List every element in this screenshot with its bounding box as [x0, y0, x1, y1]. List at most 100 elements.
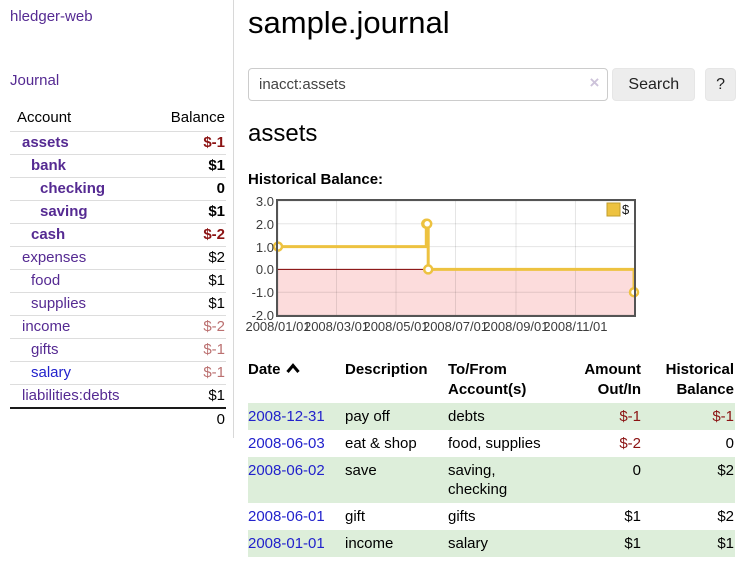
nav-journal-link[interactable]: Journal	[10, 72, 60, 89]
register-table: Date Description To/From Account(s) Amount …	[248, 357, 735, 557]
register-col-label: Description	[345, 361, 428, 378]
y-axis-label: 3.0	[255, 194, 274, 209]
account-row: assets $-1	[10, 131, 226, 155]
legend-label: $	[622, 202, 630, 217]
account-link-liabilities-debts[interactable]: liabilities:debts	[22, 387, 120, 404]
brand-link[interactable]: hledger-web	[10, 8, 93, 25]
register-col-label: Historical Balance	[665, 361, 734, 398]
transaction-amount: $-1	[619, 408, 641, 425]
transaction-accounts: salary	[448, 535, 489, 552]
transaction-balance: 0	[725, 435, 734, 452]
page-title: sample.journal	[248, 5, 450, 40]
account-balance: $1	[147, 154, 226, 178]
chart-title: Historical Balance:	[248, 171, 384, 188]
transaction-balance: $1	[717, 535, 734, 552]
account-row: gifts $-1	[10, 338, 226, 362]
transaction-description: pay off	[345, 408, 390, 425]
transaction-row: 2008-06-03 eat & shop food, supplies $-2 0	[248, 430, 735, 457]
account-balance: $1	[147, 200, 226, 224]
x-axis-label: 2008/07/01	[422, 319, 489, 334]
account-balance: $-1	[147, 338, 226, 362]
transaction-date-link[interactable]: 2008-06-01	[248, 508, 325, 525]
register-col-amount-out-in: Amount Out/In	[556, 357, 642, 403]
account-row: cash $-2	[10, 223, 226, 247]
register-col-historical-balance: Historical Balance	[642, 357, 735, 403]
account-link-saving[interactable]: saving	[40, 203, 88, 220]
transaction-accounts: debts	[448, 408, 485, 425]
account-link-salary[interactable]: salary	[31, 364, 72, 381]
register-col-description: Description	[345, 357, 448, 403]
plot-border	[276, 199, 636, 317]
account-link-income[interactable]: income	[22, 318, 71, 335]
account-link-cash[interactable]: cash	[31, 226, 66, 243]
clear-search-icon[interactable]: ×	[589, 73, 600, 92]
x-axis-label: 2008/01/01	[245, 319, 311, 334]
negative-region	[278, 269, 634, 315]
help-button[interactable]: ?	[705, 68, 736, 101]
account-row: saving $1	[10, 200, 226, 224]
search-input[interactable]	[248, 68, 609, 101]
account-balance: $1	[147, 384, 226, 408]
account-link-supplies[interactable]: supplies	[31, 295, 87, 312]
sidebar-divider	[233, 0, 234, 438]
main-content: sample.journal × Search ? assets Histori…	[245, 0, 736, 557]
y-axis-label: 1.0	[255, 239, 274, 255]
account-balance: $-2	[147, 223, 226, 247]
account-row: food $1	[10, 269, 226, 293]
account-row: salary $-1	[10, 361, 226, 385]
account-link-food[interactable]: food	[31, 272, 61, 289]
register-col-date[interactable]: Date	[248, 357, 345, 403]
transaction-row: 2008-06-01 gift gifts $1 $2	[248, 503, 735, 530]
account-row: income $-2	[10, 315, 226, 339]
chart-svg: $	[272, 199, 640, 317]
transaction-row: 2008-06-02 save saving, checking 0 $2	[248, 457, 735, 503]
accounts-table: Account Balance assets $-1 bank $1 checking 0…	[10, 106, 226, 431]
transaction-balance: $2	[717, 462, 734, 479]
x-axis-label: 2008/09/01	[483, 319, 549, 334]
account-link-gifts[interactable]: gifts	[31, 341, 59, 358]
register-col-to-from-account-s-: To/From Account(s)	[448, 357, 556, 403]
account-link-assets[interactable]: assets	[22, 134, 69, 151]
transaction-date-link[interactable]: 2008-01-01	[248, 535, 325, 552]
transaction-description: eat & shop	[345, 435, 417, 452]
account-link-checking[interactable]: checking	[40, 180, 106, 197]
x-axis-label: 2008/11/01	[543, 319, 608, 334]
account-balance: $-2	[147, 315, 226, 339]
account-balance: $2	[147, 246, 226, 270]
transaction-date-link[interactable]: 2008-12-31	[248, 408, 325, 425]
account-balance: $-1	[147, 131, 226, 155]
transaction-accounts: gifts	[448, 508, 476, 525]
account-balance: $-1	[147, 361, 226, 385]
transaction-amount: $1	[624, 535, 641, 552]
x-axis-label: 2008/05/01	[363, 319, 429, 334]
y-axis-label: 0.0	[255, 262, 274, 278]
transaction-description: income	[345, 535, 394, 552]
accounts-col-balance: Balance	[170, 109, 225, 126]
transaction-accounts: food, supplies	[448, 435, 541, 452]
legend-swatch	[606, 202, 621, 217]
data-point	[422, 264, 434, 275]
data-point	[421, 218, 433, 230]
y-axis-label: -1.0	[251, 285, 274, 301]
transaction-row: 2008-12-31 pay off debts $-1 $-1	[248, 403, 735, 430]
transaction-accounts: saving, checking	[448, 462, 508, 498]
transaction-date-link[interactable]: 2008-06-02	[248, 462, 325, 479]
transaction-date-link[interactable]: 2008-06-03	[248, 435, 325, 452]
search-button[interactable]: Search	[612, 68, 696, 101]
account-heading: assets	[248, 120, 318, 147]
transaction-amount: $-2	[619, 435, 641, 452]
y-axis-label: -2.0	[251, 308, 274, 323]
transaction-amount: 0	[632, 462, 641, 479]
account-link-expenses[interactable]: expenses	[22, 249, 87, 266]
register-col-label: Date	[248, 361, 281, 378]
sidebar: hledger-web Journal Account Balance asse…	[10, 8, 226, 431]
register-col-label: Amount Out/In	[584, 361, 641, 398]
accounts-total-value: 0	[147, 407, 226, 431]
account-row: liabilities:debts $1	[10, 384, 226, 408]
account-balance: $1	[147, 292, 226, 316]
historical-balance-chart: $3.0 2.0 1.0 0.0 -1.0 -2.0 2008/01/01 2008/03/0…	[245, 194, 736, 336]
transaction-description: gift	[345, 508, 366, 525]
account-link-bank[interactable]: bank	[31, 157, 67, 174]
accounts-total-row: 0	[10, 407, 226, 431]
transaction-amount: $1	[624, 508, 641, 525]
